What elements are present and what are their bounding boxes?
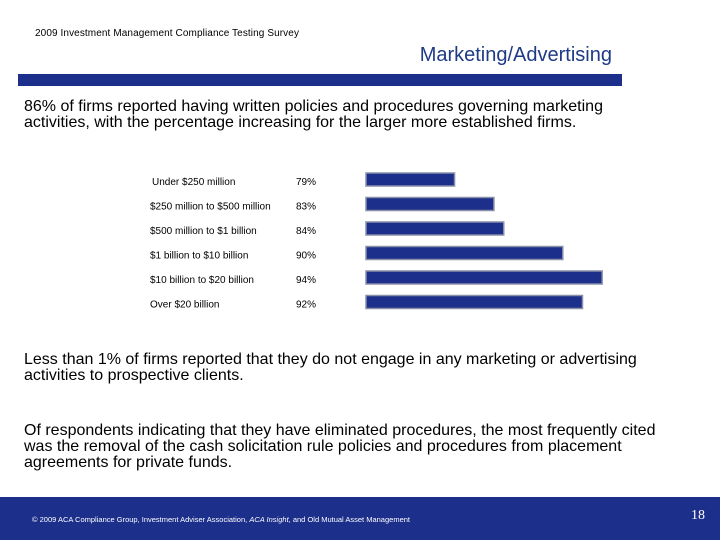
value-label: 92% [296, 300, 316, 311]
category-label: $10 billion to $20 billion [150, 275, 254, 286]
category-label: Over $20 billion [150, 300, 219, 311]
page-number: 18 [691, 508, 705, 523]
value-label: 84% [296, 226, 316, 237]
copyright-text: © 2009 ACA Compliance Group, Investment … [32, 515, 410, 524]
bar [365, 294, 584, 310]
value-label: 79% [296, 177, 316, 188]
category-label: Under $250 million [152, 177, 235, 188]
category-label: $250 million to $500 million [150, 202, 271, 213]
title-underline-band [18, 74, 622, 86]
bar [365, 172, 456, 187]
bar [365, 270, 603, 285]
value-label: 94% [296, 275, 316, 286]
value-label: 83% [296, 202, 316, 213]
value-label: 90% [296, 251, 316, 262]
copyright-prefix: © 2009 ACA Compliance Group, Investment … [32, 515, 248, 524]
page-title: Marketing/Advertising [419, 44, 612, 66]
marketing-note-paragraph: Less than 1% of firms reported that they… [24, 351, 637, 384]
category-label: $1 billion to $10 billion [150, 251, 248, 262]
footer-band: © 2009 ACA Compliance Group, Investment … [0, 497, 720, 540]
bar [365, 221, 505, 236]
eliminated-procedures-paragraph: Of respondents indicating that they have… [24, 422, 656, 471]
survey-title: 2009 Investment Management Compliance Te… [35, 28, 300, 39]
bar [365, 196, 495, 212]
bar [365, 245, 564, 261]
intro-paragraph: 86% of firms reported having written pol… [24, 98, 603, 131]
copyright-suffix: and Old Mutual Asset Management [292, 515, 410, 524]
bar-chart: Under $250 million 79% $250 million to $50… [150, 172, 603, 311]
copyright-italic: ACA Insight, [249, 515, 291, 524]
category-label: $500 million to $1 billion [150, 226, 257, 237]
